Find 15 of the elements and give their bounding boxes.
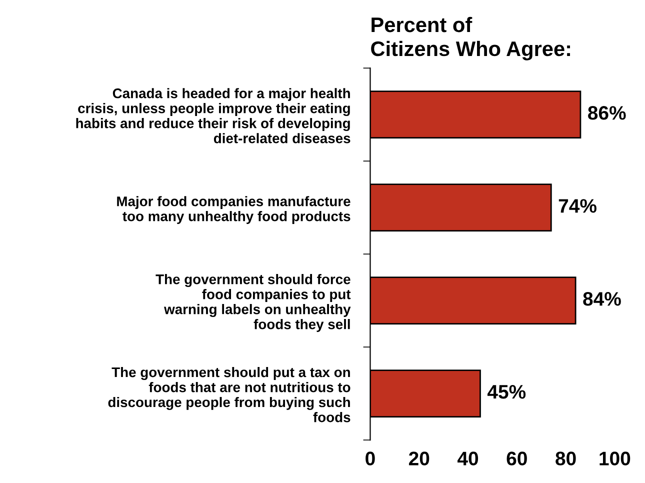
- x-tick-label: 0: [366, 452, 375, 466]
- y-tick-label: Major food companies manufacture too many unhealthy food products: [117, 196, 350, 224]
- x-tick-label: 40: [457, 452, 478, 466]
- data-label: 45%: [487, 385, 526, 399]
- x-tick-label: 20: [408, 452, 430, 466]
- chart-title: Percent of Citizens Who Agree:: [371, 16, 570, 60]
- y-tick-label: Canada is headed for a major health crisis, unless people improve their eating habits and reduce their risk of developing diet-related diseases: [76, 88, 350, 144]
- y-tick-label: The government should force food companies to put warning labels on unhealthy foods they sell: [156, 274, 351, 332]
- data-label: 84%: [583, 292, 621, 306]
- x-tick-label: 80: [556, 452, 576, 466]
- x-tick-label: 60: [506, 452, 527, 466]
- y-tick-label: The government should put a tax on foods that are not nutritious to discourage people from buying such foods: [108, 366, 350, 422]
- x-tick-label: 100: [600, 452, 630, 466]
- data-label: 86%: [588, 106, 626, 120]
- data-label: 74%: [558, 199, 596, 213]
